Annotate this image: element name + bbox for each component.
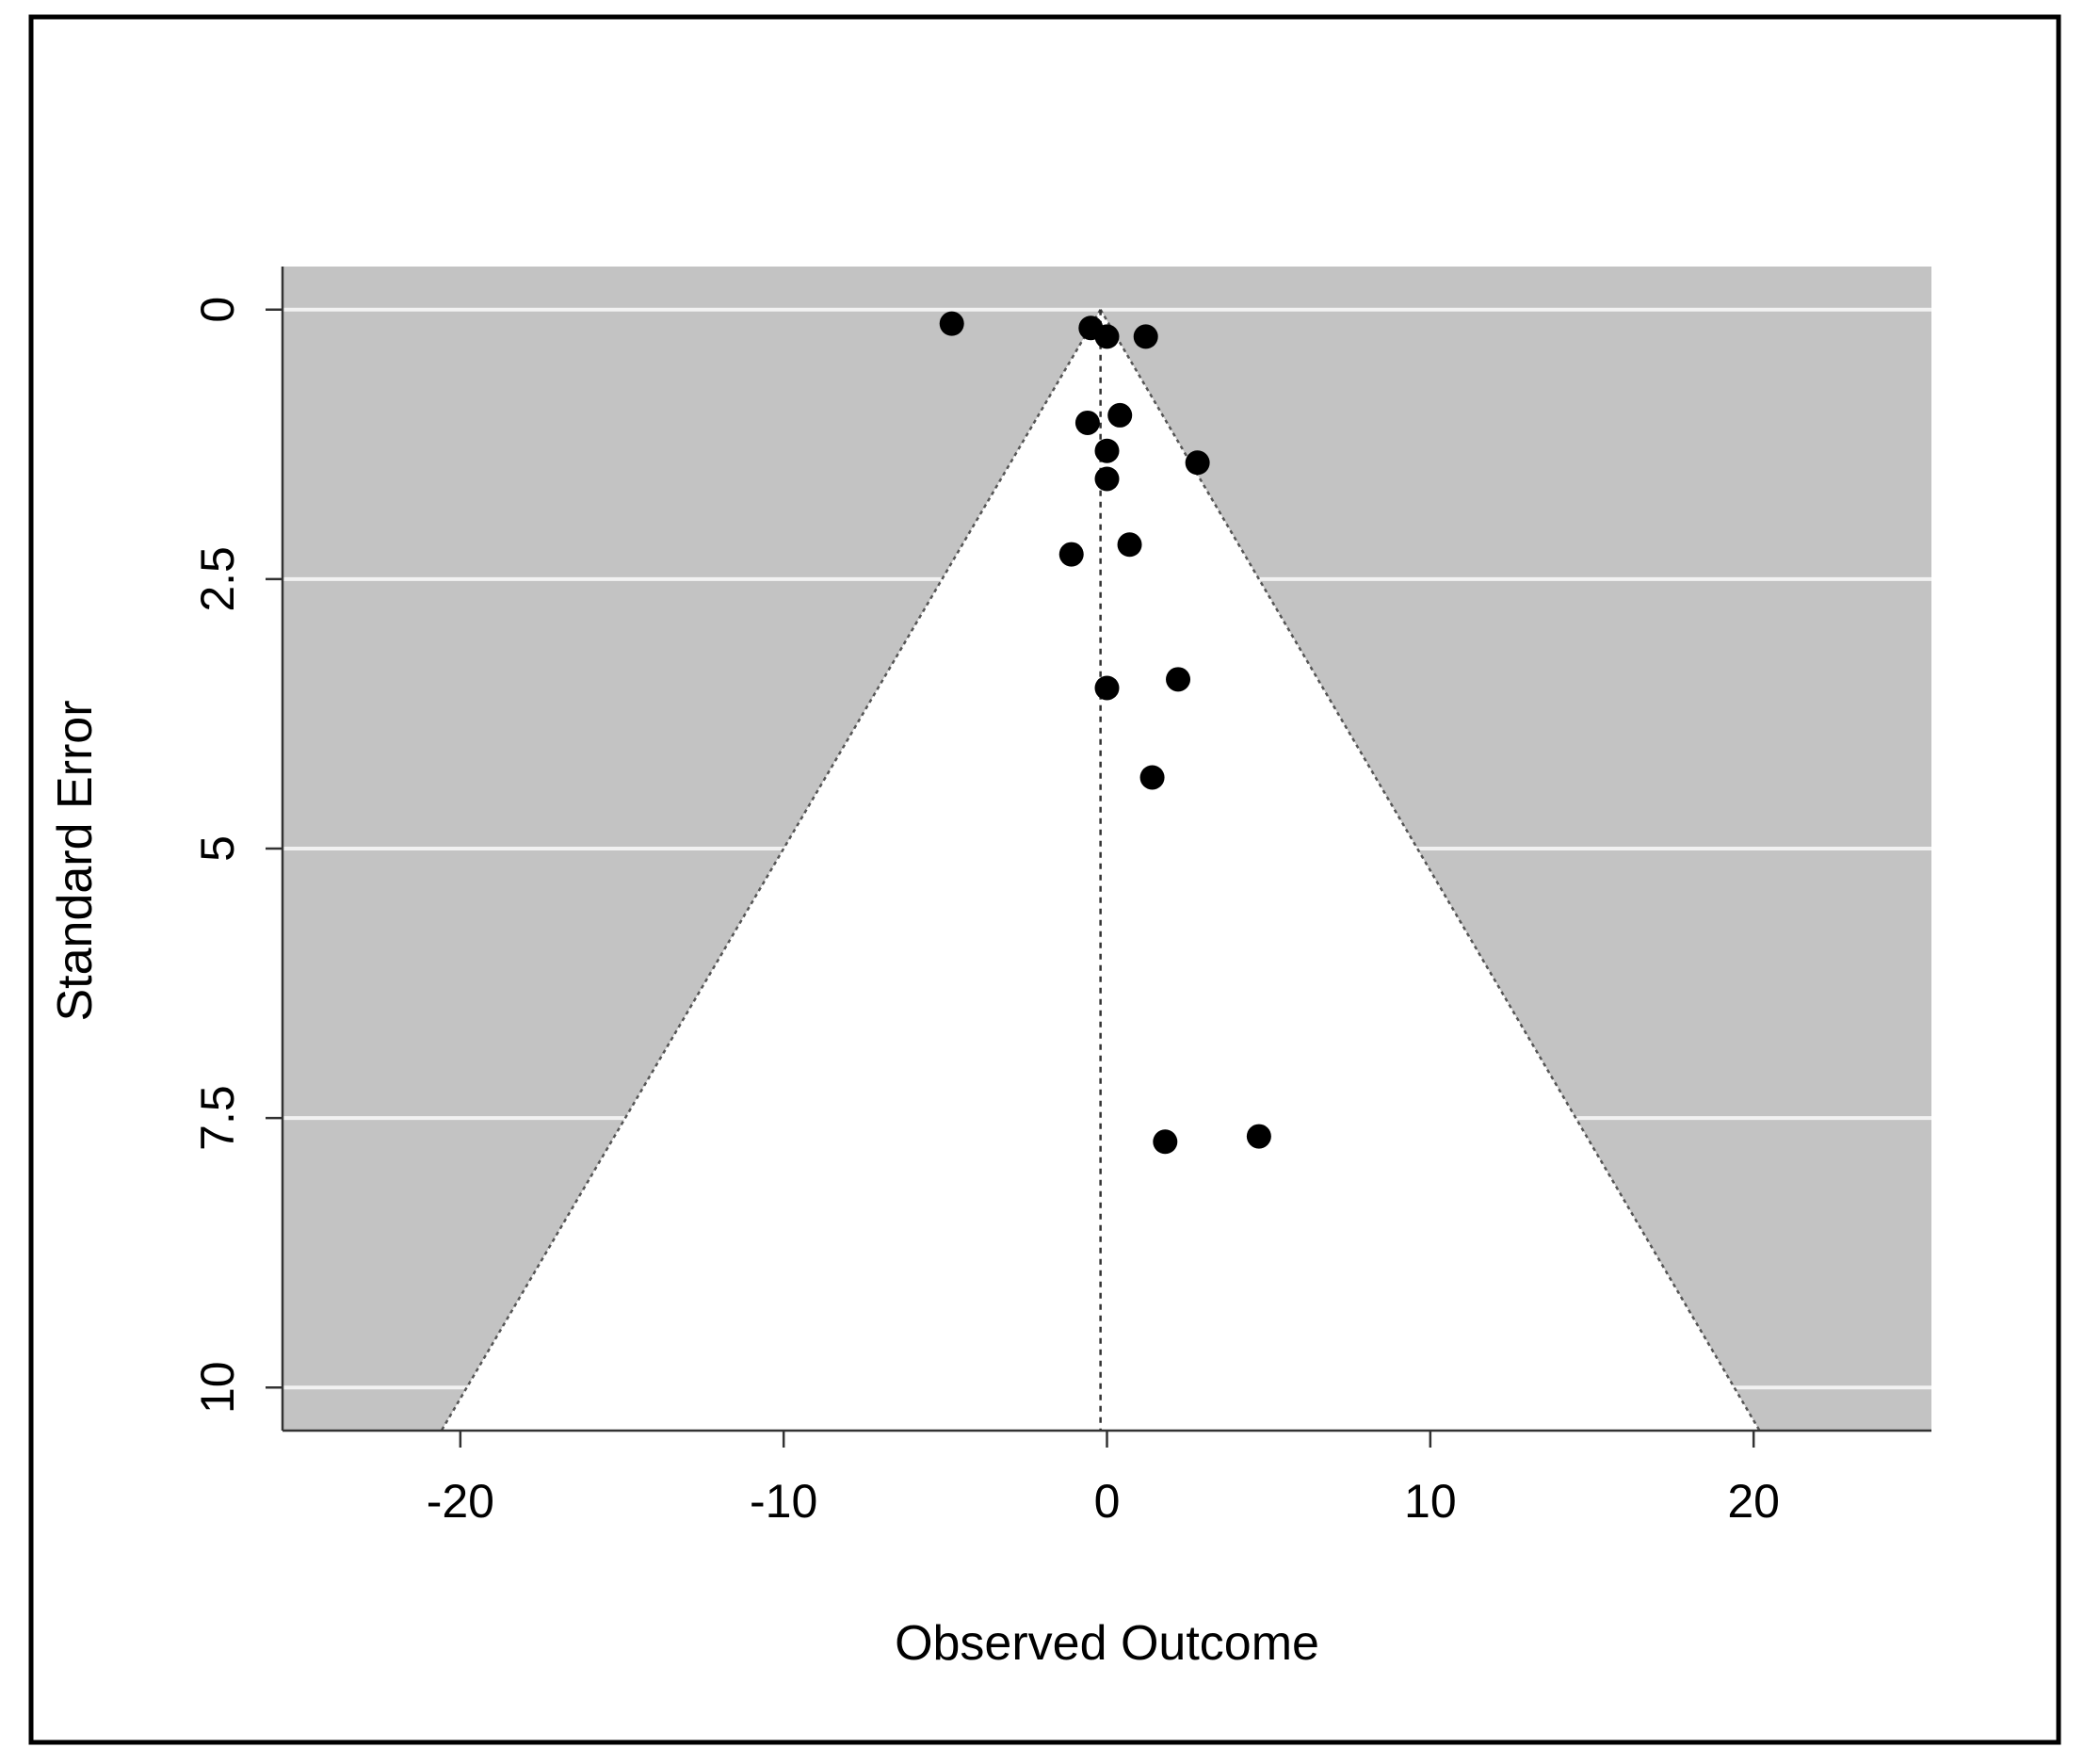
data-point	[1058, 542, 1084, 567]
x-tick-label: -20	[427, 1475, 494, 1528]
data-point	[1166, 667, 1191, 692]
data-point	[1074, 410, 1100, 435]
y-tick-label: 5	[191, 835, 244, 862]
axes	[266, 267, 1931, 1448]
x-tick-label: 20	[1727, 1475, 1780, 1528]
data-point	[1246, 1124, 1271, 1149]
y-axis-title: Standard Error	[48, 700, 103, 1021]
data-point	[939, 311, 964, 336]
funnel-edge-right	[1099, 309, 1761, 1432]
y-tick-label: 2.5	[191, 546, 244, 612]
data-point	[1094, 675, 1120, 701]
data-point	[1094, 438, 1120, 463]
data-point	[1117, 532, 1142, 558]
data-point	[1139, 765, 1165, 790]
x-tick-label: 0	[1094, 1475, 1121, 1528]
x-axis-title: Observed Outcome	[895, 1616, 1319, 1671]
funnel-edge-left	[440, 309, 1102, 1432]
funnel-region	[441, 309, 1760, 1431]
funnel-edges	[440, 309, 1761, 1432]
data-point	[1133, 324, 1158, 349]
data-point	[1094, 324, 1120, 349]
figure-frame	[28, 14, 2061, 1745]
data-point	[1094, 466, 1120, 492]
data-points	[939, 311, 1271, 1155]
data-point	[1153, 1129, 1178, 1155]
data-point	[1185, 450, 1210, 476]
x-tick-label: 10	[1404, 1475, 1457, 1528]
y-tick-label: 7.5	[191, 1085, 244, 1151]
y-tick-label: 0	[191, 297, 244, 323]
tick-labels: -20 -10 0 10 20 0 2.5 5 7.5 10	[191, 297, 1780, 1528]
data-point	[1107, 402, 1133, 428]
y-tick-label: 10	[191, 1361, 244, 1414]
x-tick-label: -10	[750, 1475, 817, 1528]
